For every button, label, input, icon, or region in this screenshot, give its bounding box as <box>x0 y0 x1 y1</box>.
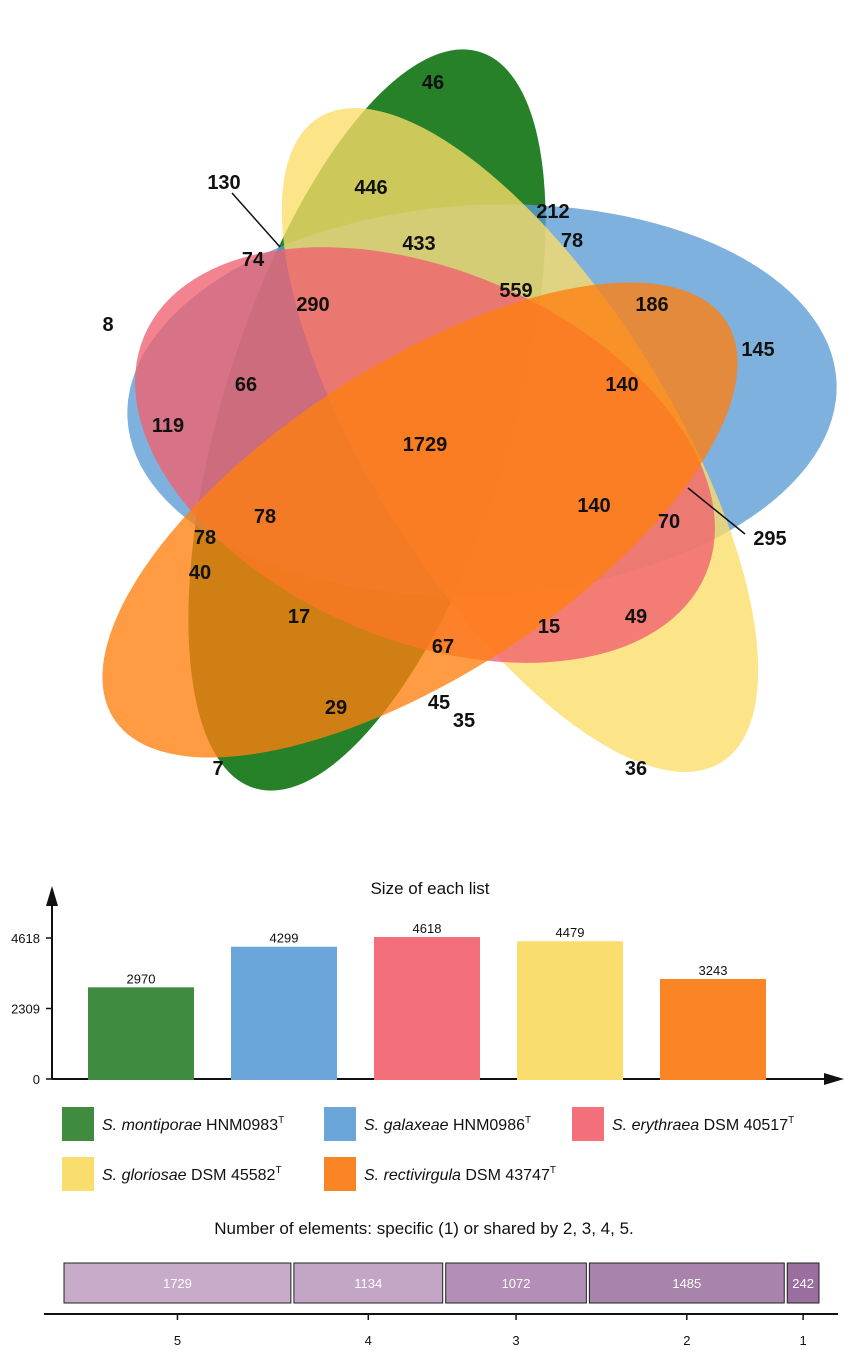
venn-region-label: 70 <box>658 511 680 533</box>
venn-region-label: 446 <box>354 177 387 199</box>
venn-region-label: 7 <box>212 758 223 780</box>
venn-petals <box>102 49 837 791</box>
legend-item-s-erythraea: S. erythraea DSM 40517T <box>572 1107 794 1141</box>
bar-value-label: 3243 <box>699 963 728 978</box>
stack-tick-label: 2 <box>683 1333 690 1348</box>
venn-region-label: 1729 <box>403 434 448 456</box>
venn-region-label: 212 <box>536 201 569 223</box>
legend-swatch <box>572 1107 604 1141</box>
venn-region-label: 145 <box>741 339 774 361</box>
stack-segment-value: 1072 <box>502 1276 531 1291</box>
stack-tick-label: 3 <box>512 1333 519 1348</box>
legend-item-s-gloriosae: S. gloriosae DSM 45582T <box>62 1157 282 1191</box>
legend-swatch <box>62 1157 94 1191</box>
stack-tick-label: 4 <box>365 1333 372 1348</box>
venn-region-label: 45 <box>428 692 450 714</box>
legend-swatch <box>324 1157 356 1191</box>
venn-region-label: 17 <box>288 606 310 628</box>
bar-s-rectivirgula <box>660 978 766 1081</box>
leader-line-130 <box>231 192 281 248</box>
legend-label: S. erythraea DSM 40517T <box>612 1115 794 1134</box>
size-bar-chart: Size of each list 0 2309 4618 2970 4299 4618… <box>11 879 844 1087</box>
stack-segment-2 <box>588 1262 785 1304</box>
stack-segment-1 <box>786 1262 820 1304</box>
venn-region-labels: 46 446 212 130 74 433 78 8 290 559 186 145 66 140 119 1… <box>102 72 786 780</box>
venn-region-label: 295 <box>753 528 786 550</box>
venn-region-label: 66 <box>235 374 257 396</box>
legend-item-s-montiporae: S. montiporae HNM0983T <box>62 1107 284 1141</box>
stack-segment-4 <box>293 1262 444 1304</box>
venn-region-label: 140 <box>577 495 610 517</box>
legend-swatch <box>324 1107 356 1141</box>
venn-region-label: 78 <box>254 506 276 528</box>
bar-s-gloriosae <box>517 941 623 1080</box>
venn-region-label: 78 <box>561 230 583 252</box>
bar-value-label: 4299 <box>270 931 299 946</box>
venn-region-label: 130 <box>207 172 240 194</box>
stack-tick-label: 1 <box>800 1333 807 1348</box>
legend-item-s-rectivirgula: S. rectivirgula DSM 43747T <box>324 1157 556 1191</box>
venn-region-label: 290 <box>296 294 329 316</box>
venn-region-label: 36 <box>625 758 647 780</box>
venn-region-label: 186 <box>635 294 668 316</box>
venn-region-label: 433 <box>402 233 435 255</box>
venn-region-label: 15 <box>538 616 560 638</box>
stack-segment-5 <box>63 1262 292 1304</box>
venn-region-label: 46 <box>422 72 444 94</box>
legend-swatch <box>62 1107 94 1141</box>
legend: S. montiporae HNM0983T S. galaxeae HNM098… <box>62 1107 794 1191</box>
stacked-bar-title: Number of elements: specific (1) or shar… <box>214 1219 634 1238</box>
x-axis-arrow <box>824 1073 844 1085</box>
shared-elements-chart: Number of elements: specific (1) or shar… <box>44 1219 838 1348</box>
venn-region-label: 78 <box>194 527 216 549</box>
bar-chart-title: Size of each list <box>370 879 489 898</box>
legend-label: S. gloriosae DSM 45582T <box>102 1165 282 1184</box>
stacked-bar-segments: 1729 1134 1072 1485 242 <box>63 1262 820 1304</box>
bar-value-label: 4618 <box>413 921 442 936</box>
legend-item-s-galaxeae: S. galaxeae HNM0986T <box>324 1107 531 1141</box>
y-axis-arrow <box>46 886 58 906</box>
legend-label: S. rectivirgula DSM 43747T <box>364 1165 556 1184</box>
y-tick-label: 0 <box>33 1072 40 1087</box>
bar-value-label: 2970 <box>127 971 156 986</box>
venn-region-label: 8 <box>102 314 113 336</box>
bar-chart-bars <box>88 937 766 1081</box>
legend-label: S. galaxeae HNM0986T <box>364 1115 531 1134</box>
legend-label: S. montiporae HNM0983T <box>102 1115 284 1134</box>
venn-region-label: 67 <box>432 636 454 658</box>
bar-chart-y-ticks: 0 2309 4618 <box>11 931 52 1087</box>
stack-segment-value: 242 <box>792 1276 814 1291</box>
bar-s-montiporae <box>88 987 194 1080</box>
venn-region-label: 559 <box>499 280 532 302</box>
venn-diagram: 46 446 212 130 74 433 78 8 290 559 186 145 66 140 119 1… <box>102 49 837 791</box>
venn-region-label: 29 <box>325 697 347 719</box>
stack-segment-value: 1729 <box>163 1276 192 1291</box>
leader-line-295 <box>687 487 746 535</box>
bar-chart-value-labels: 2970 4299 4618 4479 3243 <box>127 921 728 986</box>
y-tick-label: 2309 <box>11 1002 40 1017</box>
venn-region-label: 119 <box>152 415 184 437</box>
stacked-bar-axis: 5 4 3 2 1 <box>44 1313 838 1348</box>
bar-value-label: 4479 <box>556 925 585 940</box>
stack-segment-value: 1134 <box>354 1276 382 1291</box>
stack-segment-value: 1485 <box>672 1276 701 1291</box>
stack-tick-label: 5 <box>174 1333 181 1348</box>
venn-region-label: 74 <box>242 249 265 271</box>
venn-region-label: 35 <box>453 710 475 732</box>
venn-leader-lines <box>231 192 746 535</box>
venn-region-label: 140 <box>605 374 638 396</box>
bar-s-erythraea <box>374 937 480 1080</box>
bar-s-galaxeae <box>231 946 337 1080</box>
venn-region-label: 40 <box>189 562 211 584</box>
venn-petal-s-rectivirgula <box>102 282 738 758</box>
stack-segment-3 <box>445 1262 587 1304</box>
y-tick-label: 4618 <box>11 931 40 946</box>
venn-region-label: 49 <box>625 606 647 628</box>
